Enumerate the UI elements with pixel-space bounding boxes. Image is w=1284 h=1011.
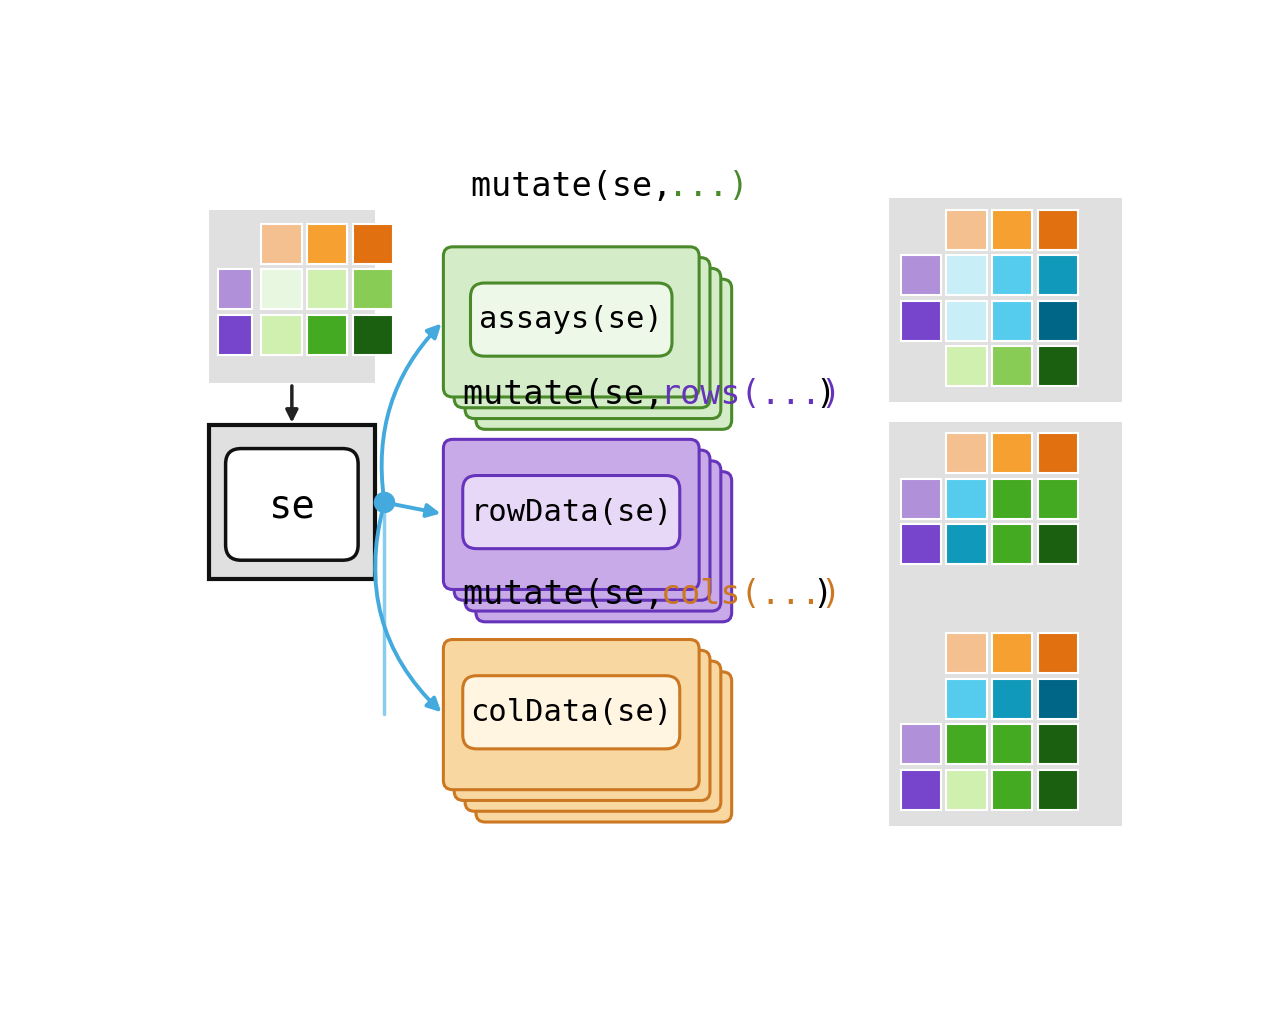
FancyBboxPatch shape — [462, 675, 679, 749]
FancyBboxPatch shape — [455, 450, 710, 601]
Bar — [307, 314, 347, 355]
FancyBboxPatch shape — [443, 640, 698, 790]
Bar — [946, 300, 986, 341]
Bar — [946, 678, 986, 719]
Bar — [946, 256, 986, 295]
Bar — [900, 478, 941, 519]
Bar — [1037, 256, 1079, 295]
Bar — [993, 256, 1032, 295]
Bar — [993, 433, 1032, 473]
Bar — [1037, 524, 1079, 564]
Bar — [946, 346, 986, 386]
FancyBboxPatch shape — [462, 475, 679, 549]
FancyBboxPatch shape — [465, 268, 720, 419]
Text: cols(...): cols(...) — [660, 578, 841, 612]
Circle shape — [375, 492, 394, 513]
Bar — [946, 433, 986, 473]
Bar — [993, 724, 1032, 764]
Text: assays(se): assays(se) — [479, 305, 663, 335]
Bar — [261, 223, 302, 264]
Bar — [307, 269, 347, 309]
Bar — [946, 524, 986, 564]
FancyBboxPatch shape — [455, 258, 710, 407]
FancyBboxPatch shape — [476, 672, 732, 822]
Bar — [218, 314, 252, 355]
Text: ): ) — [815, 378, 836, 411]
Bar — [353, 269, 393, 309]
Bar — [900, 724, 941, 764]
Bar — [946, 478, 986, 519]
Bar — [900, 256, 941, 295]
Bar — [946, 210, 986, 250]
FancyBboxPatch shape — [476, 472, 732, 622]
Bar — [1037, 346, 1079, 386]
Bar — [946, 724, 986, 764]
FancyBboxPatch shape — [465, 461, 720, 611]
FancyBboxPatch shape — [226, 449, 358, 560]
Text: mutate(se,: mutate(se, — [470, 170, 692, 203]
Text: ): ) — [813, 578, 832, 612]
Bar — [1037, 724, 1079, 764]
Bar — [218, 269, 252, 309]
Text: mutate(se,: mutate(se, — [462, 578, 684, 612]
FancyBboxPatch shape — [443, 247, 698, 397]
Bar — [1037, 633, 1079, 673]
Text: colData(se): colData(se) — [470, 699, 673, 727]
Bar — [993, 769, 1032, 810]
Bar — [208, 210, 375, 383]
Bar — [993, 678, 1032, 719]
Bar — [1037, 433, 1079, 473]
Bar — [889, 622, 1121, 826]
Bar — [993, 210, 1032, 250]
Bar — [900, 769, 941, 810]
Bar — [353, 223, 393, 264]
Bar — [1037, 210, 1079, 250]
Bar — [353, 314, 393, 355]
Bar — [1037, 678, 1079, 719]
Bar — [261, 269, 302, 309]
Bar — [1037, 300, 1079, 341]
Bar — [946, 769, 986, 810]
Bar — [993, 300, 1032, 341]
Bar — [208, 426, 375, 579]
Text: ...): ...) — [668, 170, 749, 203]
FancyBboxPatch shape — [465, 661, 720, 811]
FancyBboxPatch shape — [470, 283, 672, 356]
Bar — [1037, 478, 1079, 519]
Bar — [946, 633, 986, 673]
Bar — [900, 524, 941, 564]
Bar — [889, 198, 1121, 402]
Bar — [993, 524, 1032, 564]
Text: se: se — [268, 487, 316, 526]
Text: rows(...): rows(...) — [660, 378, 841, 411]
Bar — [261, 314, 302, 355]
Bar — [993, 346, 1032, 386]
FancyBboxPatch shape — [443, 440, 698, 589]
Bar — [1037, 769, 1079, 810]
FancyBboxPatch shape — [476, 279, 732, 430]
Bar — [307, 223, 347, 264]
FancyBboxPatch shape — [455, 650, 710, 801]
Bar — [993, 633, 1032, 673]
Bar — [993, 478, 1032, 519]
Bar — [900, 300, 941, 341]
Text: rowData(se): rowData(se) — [470, 498, 673, 527]
Text: mutate(se,: mutate(se, — [462, 378, 684, 411]
Bar — [889, 422, 1121, 626]
